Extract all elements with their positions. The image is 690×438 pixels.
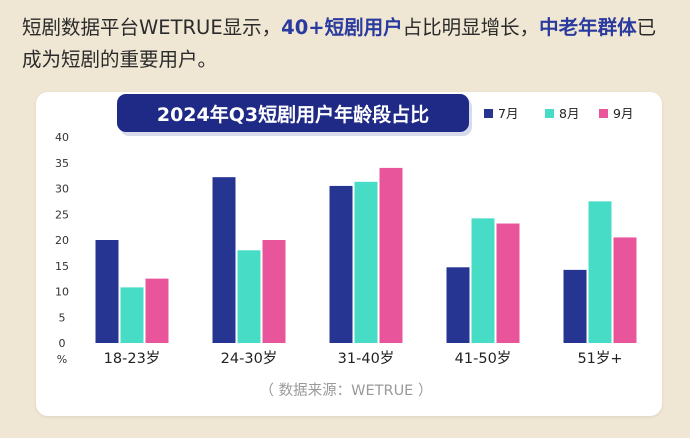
y-tick-label: 5	[59, 311, 66, 324]
bar-aug-0	[120, 287, 144, 343]
legend-label: 7月	[498, 106, 518, 121]
y-tick-label: 0	[59, 337, 66, 350]
intro-highlight-40plus: 40+短剧用户	[281, 16, 403, 39]
chart-title-box: 2024年Q3短剧用户年龄段占比	[117, 94, 469, 132]
bar-jul-4	[563, 269, 587, 343]
chart-title: 2024年Q3短剧用户年龄段占比	[156, 103, 430, 126]
intro-text-part-1: 短剧数据平台WETRUE显示，	[22, 16, 282, 39]
y-tick-label: 30	[55, 183, 69, 196]
bar-aug-3	[471, 218, 495, 343]
y-tick-label: 40	[55, 131, 69, 144]
bar-sep-3	[496, 223, 520, 343]
bar-sep-1	[262, 240, 286, 343]
y-tick-label: 20	[55, 234, 69, 247]
legend-swatch	[545, 109, 554, 118]
y-tick-label: 15	[55, 260, 69, 273]
y-tick-label: 10	[55, 286, 69, 299]
x-tick-label: 18-23岁	[104, 350, 161, 367]
legend-label: 8月	[559, 106, 579, 121]
bar-sep-4	[613, 237, 637, 343]
bar-aug-1	[237, 250, 261, 343]
bar-sep-2	[379, 167, 403, 343]
y-tick-label: 25	[55, 208, 69, 221]
x-tick-label: 41-50岁	[455, 350, 512, 367]
x-tick-label: 31-40岁	[338, 350, 395, 367]
bar-aug-2	[354, 181, 378, 343]
y-tick-label: 35	[55, 157, 69, 170]
intro-highlight-elderly: 中老年群体	[539, 16, 637, 39]
bar-jul-3	[446, 267, 470, 343]
x-tick-label: 24-30岁	[221, 350, 278, 367]
intro-text: 短剧数据平台WETRUE显示，40+短剧用户占比明显增长，中老年群体已成为短剧的…	[22, 12, 672, 76]
bar-aug-4	[588, 201, 612, 343]
bar-jul-2	[329, 185, 353, 343]
bar-sep-0	[145, 278, 169, 343]
x-tick-label: 51岁+	[577, 350, 622, 367]
legend-label: 9月	[613, 106, 633, 121]
bar-jul-0	[95, 240, 119, 343]
bar-jul-1	[212, 177, 236, 343]
legend-swatch	[599, 109, 608, 118]
intro-text-part-5: 已成为短剧的重要用户。	[22, 16, 657, 71]
legend-swatch	[484, 109, 493, 118]
y-axis-label: %	[57, 353, 67, 366]
source-note: （ 数据来源：WETRUE ）	[260, 382, 433, 399]
intro-text-part-3: 占比明显增长，	[402, 16, 540, 39]
